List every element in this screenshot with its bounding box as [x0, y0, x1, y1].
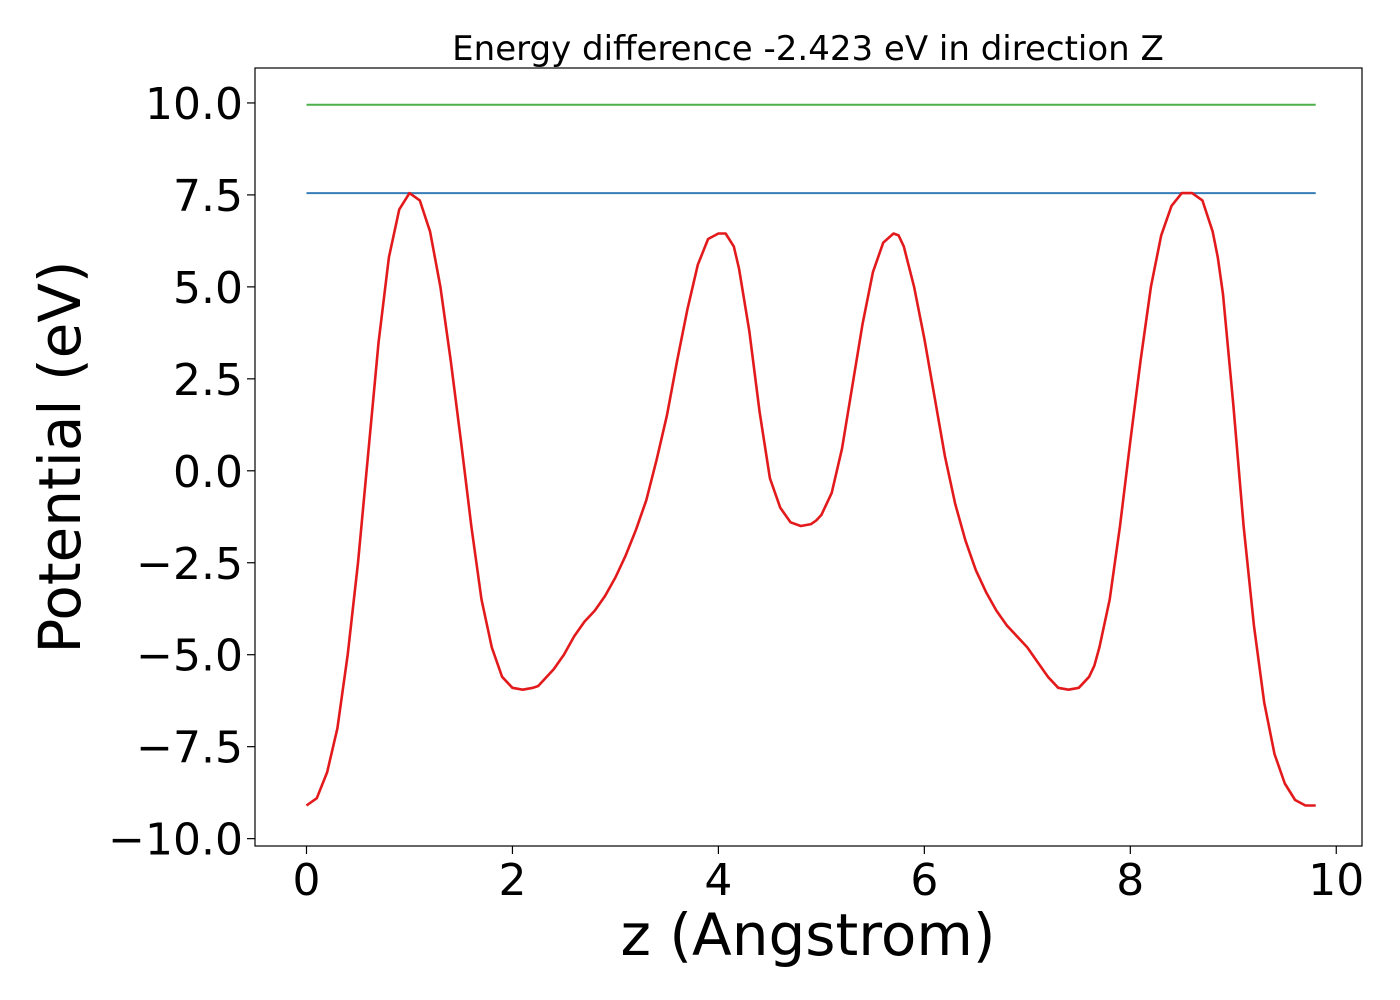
y-tick-label: 5.0 [173, 263, 243, 314]
series-layer [305, 103, 1316, 807]
plot-frame [254, 67, 1363, 847]
x-axis-label: z (Angstrom) [621, 901, 996, 969]
x-tick-label: 4 [704, 855, 732, 906]
y-axis-label: Potential (eV) [26, 260, 94, 653]
x-tick-label: 0 [292, 855, 320, 906]
y-tick-label: −2.5 [136, 539, 243, 590]
y-tick-label: −10.0 [108, 815, 243, 866]
y-tick-label: 0.0 [173, 447, 243, 498]
ticks-layer: 0 2 4 6 8 10 −10.0 −7.5 −5.0 −2.5 0.0 2.5 5.0 7.5 10.0 [108, 79, 1364, 906]
y-tick-label: −7.5 [136, 723, 243, 774]
x-tick-label: 8 [1116, 855, 1144, 906]
x-tick-label: 10 [1308, 855, 1364, 906]
y-tick-label: 7.5 [173, 171, 243, 222]
y-tick-label: 2.5 [173, 355, 243, 406]
y-tick-label: 10.0 [145, 79, 243, 130]
y-tick-label: −5.0 [136, 631, 243, 682]
series-line-potential [305, 191, 1316, 807]
x-tick-label: 2 [498, 855, 526, 906]
chart-title: Energy difference -2.423 eV in direction… [452, 29, 1164, 69]
x-tick-label: 6 [910, 855, 938, 906]
